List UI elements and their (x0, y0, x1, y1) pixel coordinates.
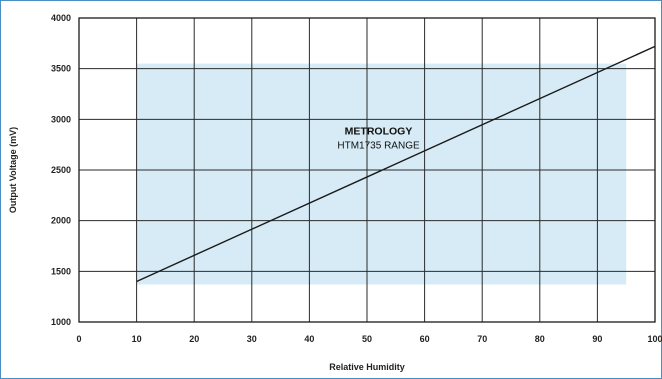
x-axis-label: Relative Humidity (329, 362, 405, 372)
x-tick-label: 10 (132, 334, 142, 344)
x-tick-label: 90 (592, 334, 602, 344)
x-tick-label: 30 (247, 334, 257, 344)
x-tick-label: 80 (535, 334, 545, 344)
x-tick-label: 0 (76, 334, 81, 344)
x-tick-label: 70 (477, 334, 487, 344)
y-tick-label: 2500 (51, 165, 71, 175)
x-tick-label: 20 (189, 334, 199, 344)
x-tick-label: 60 (420, 334, 430, 344)
x-tick-label: 50 (362, 334, 372, 344)
series-line-0 (136, 45, 656, 283)
y-tick-label: 1000 (51, 317, 71, 327)
x-tick-label: 40 (304, 334, 314, 344)
plot-area-border (78, 17, 656, 323)
range-region (136, 63, 627, 285)
y-tick-label: 2000 (51, 216, 71, 226)
y-axis-label: Output Voltage (mV) (8, 127, 18, 213)
y-tick-label: 3000 (51, 114, 71, 124)
x-tick-label: 100 (647, 334, 662, 344)
y-tick-label: 3500 (51, 64, 71, 74)
y-tick-label: 4000 (51, 13, 71, 23)
range-label-line1: METROLOGY (345, 126, 413, 138)
y-tick-label: 1500 (51, 266, 71, 276)
range-label-line2: HTM1735 RANGE (337, 141, 420, 152)
